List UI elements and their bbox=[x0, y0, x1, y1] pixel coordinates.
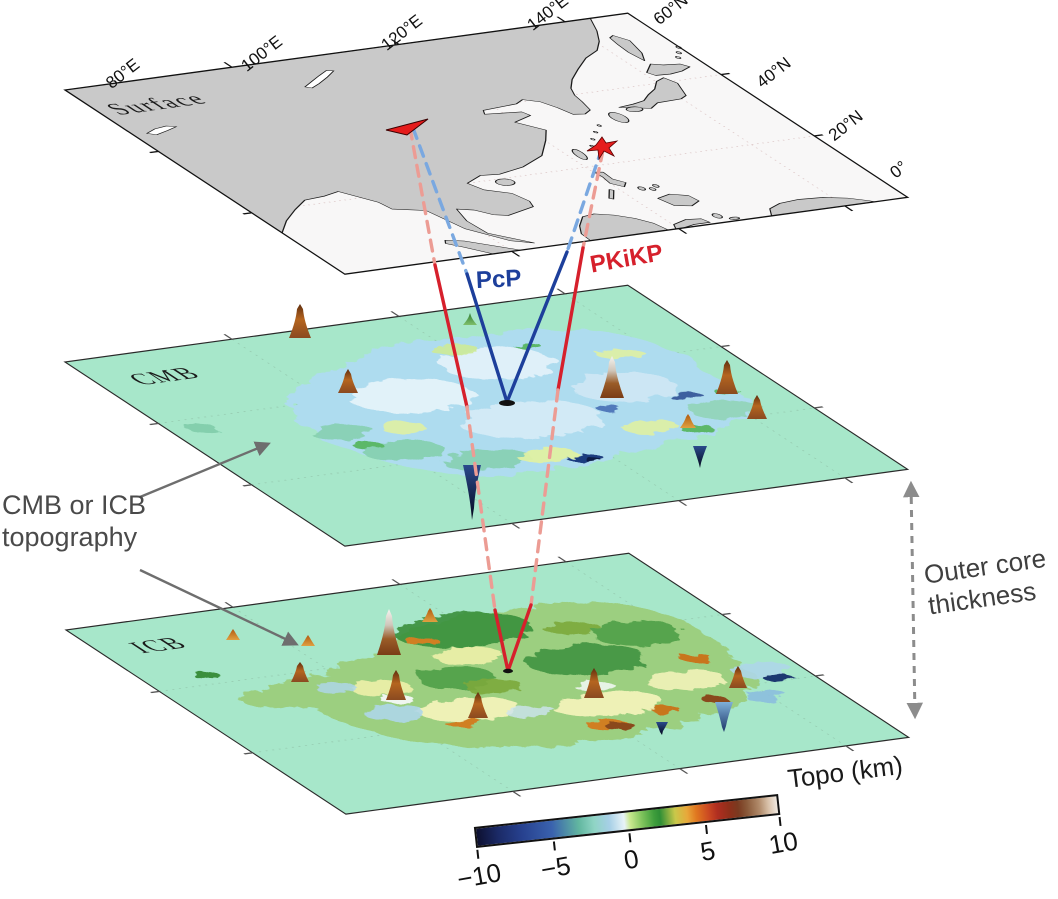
colorbar-tick bbox=[628, 833, 632, 843]
colorbar-tick bbox=[476, 849, 480, 859]
outer-core-annotation: Outer core thickness bbox=[922, 543, 1052, 621]
colorbar-label-neg10: −10 bbox=[454, 857, 504, 895]
colorbar-gradient bbox=[473, 794, 781, 848]
pcp-ray-label: PcP bbox=[475, 264, 523, 295]
lat-label-0n: 0° bbox=[886, 157, 911, 183]
icb-topography-map bbox=[64, 552, 911, 815]
colorbar-label-0: 0 bbox=[621, 843, 642, 876]
outer-core-thickness-arrow bbox=[902, 480, 924, 720]
cmb-plane: CMB bbox=[63, 284, 910, 547]
colorbar-tick bbox=[704, 824, 708, 835]
lat-label-20n: 20°N bbox=[824, 106, 867, 145]
colorbar-tick bbox=[779, 816, 782, 826]
pkikp-ray-label: PKiKP bbox=[588, 239, 665, 279]
colorbar-label-5: 5 bbox=[697, 834, 718, 868]
map-frame bbox=[63, 12, 910, 275]
topography-annotation: CMB or ICB topography bbox=[2, 490, 146, 554]
icb-plane: ICB bbox=[64, 552, 911, 815]
lat-label-40n: 40°N bbox=[752, 53, 795, 92]
colorbar-title: Topo (km) bbox=[786, 749, 905, 794]
surface-plane: Surface bbox=[63, 12, 910, 275]
colorbar-tick bbox=[552, 841, 556, 851]
surface-map bbox=[63, 12, 910, 275]
topo-colorbar: −10 −5 0 5 10 bbox=[455, 794, 800, 894]
lakes bbox=[145, 70, 335, 135]
topography-annotation-line2: topography bbox=[2, 521, 138, 552]
topography-annotation-line1: CMB or ICB bbox=[2, 490, 147, 520]
lat-label-60n: 60°N bbox=[649, 0, 692, 29]
cmb-topography-map bbox=[63, 284, 910, 547]
colorbar-label-neg5: −5 bbox=[537, 850, 573, 885]
colorbar-label-10: 10 bbox=[766, 825, 801, 861]
